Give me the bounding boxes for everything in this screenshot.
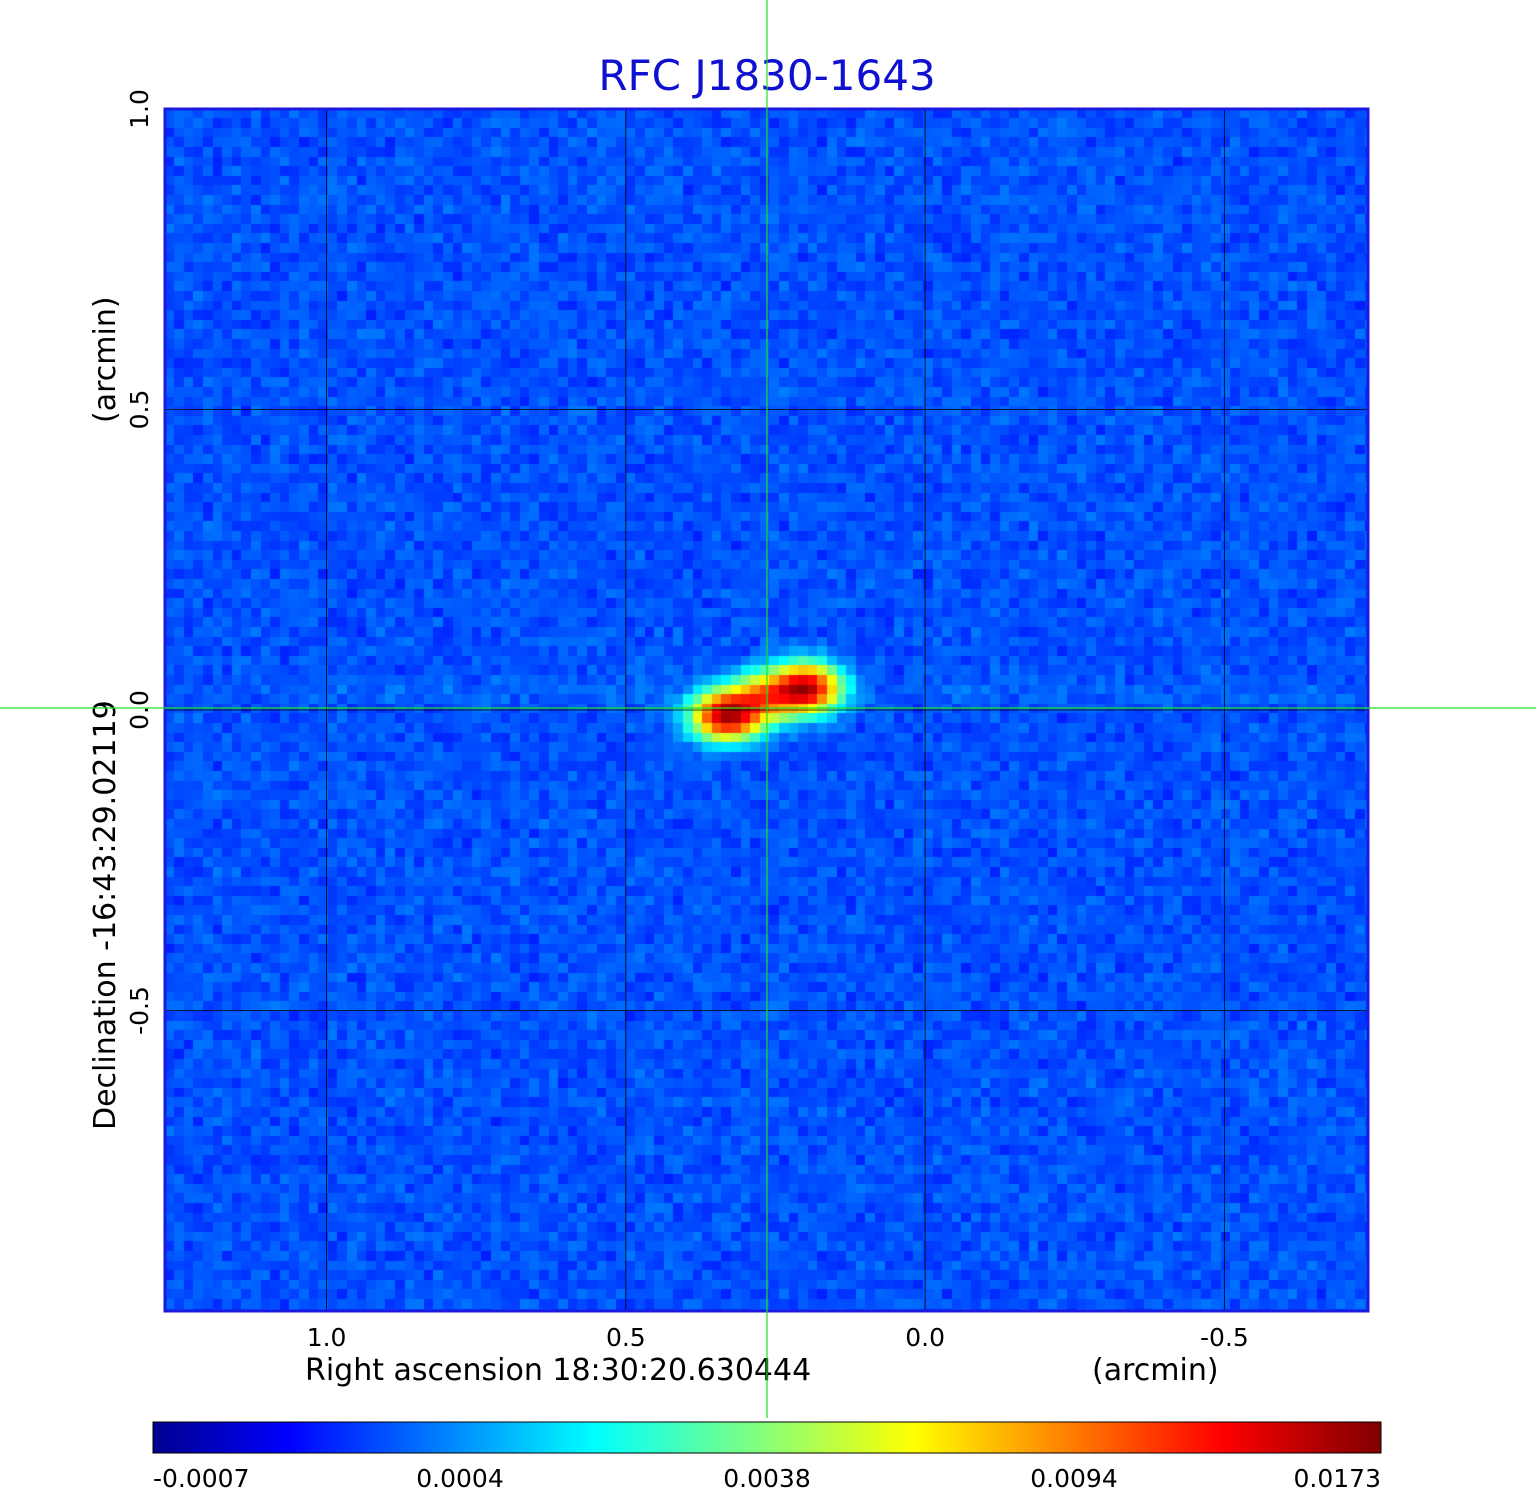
x-axis: 1.0 0.5 0.0 -0.5	[307, 1323, 1249, 1352]
y-tick-label: 1.0	[125, 89, 154, 129]
colorbar-label: 0.0004	[416, 1464, 503, 1493]
y-axis-unit: (arcmin)	[88, 296, 123, 423]
colorbar-ticks: -0.0007 0.0004 0.0038 0.0094 0.0173	[153, 1464, 1381, 1493]
x-tick-label: 0.5	[606, 1323, 646, 1352]
colorbar-label: 0.0173	[1294, 1464, 1381, 1493]
y-axis: 1.0 0.5 0.0 -0.5	[125, 89, 154, 1035]
y-tick-label: 0.0	[125, 690, 154, 730]
x-tick-label: 0.0	[905, 1323, 945, 1352]
y-tick-label: 0.5	[125, 390, 154, 430]
x-tick-label: -0.5	[1200, 1323, 1249, 1352]
x-axis-label: Right ascension 18:30:20.630444	[305, 1353, 811, 1388]
colorbar-label: 0.0038	[723, 1464, 810, 1493]
x-tick-label: 1.0	[307, 1323, 347, 1352]
colorbar	[152, 1421, 1382, 1454]
colorbar-label: -0.0007	[153, 1464, 250, 1493]
y-axis-label: Declination -16:43:29.02119	[88, 700, 123, 1130]
x-axis-unit: (arcmin)	[1092, 1353, 1219, 1388]
y-tick-label: -0.5	[125, 986, 154, 1035]
colorbar-label: 0.0094	[1030, 1464, 1117, 1493]
